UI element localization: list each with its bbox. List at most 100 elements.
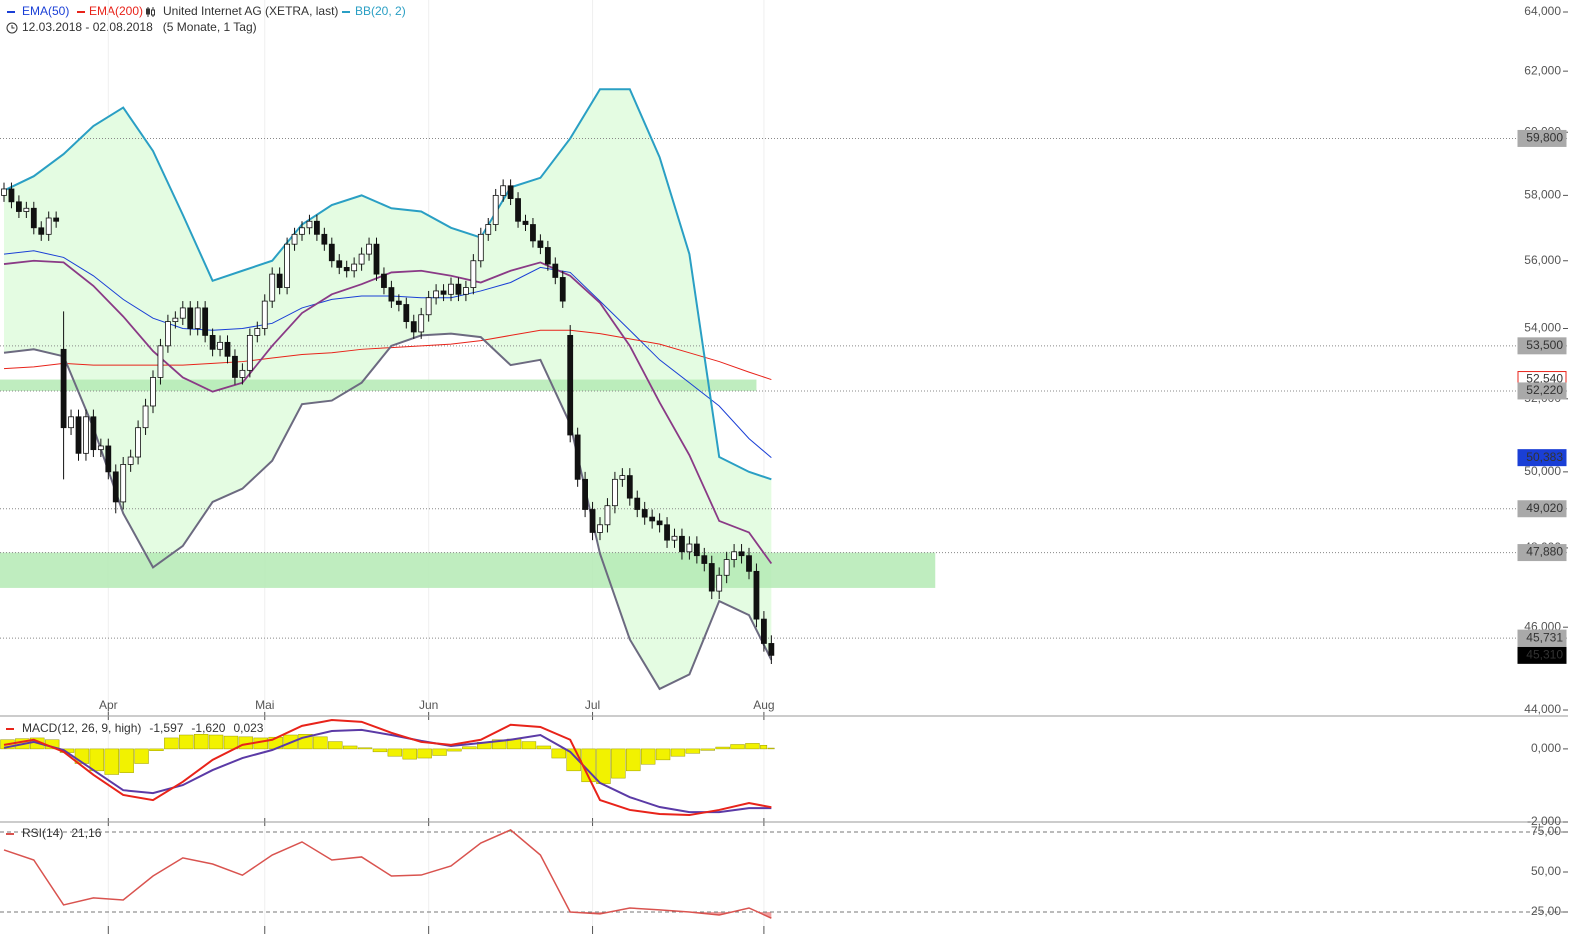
- level-box: [1517, 544, 1567, 562]
- histogram-bar: [193, 734, 209, 750]
- candle-body: [716, 574, 723, 592]
- band-middle: [3, 259, 773, 565]
- chart-subtitle: 12.03.2018 - 02.08.2018 (5 Monate, 1 Tag…: [22, 20, 257, 34]
- histogram-bar: [208, 734, 224, 750]
- candle-body: [343, 267, 350, 272]
- candle-body: [75, 416, 82, 454]
- level-box: [1517, 129, 1567, 147]
- candle-body: [105, 445, 112, 473]
- candle-body: [269, 273, 276, 302]
- y-tick-label: 54,000: [1524, 321, 1561, 335]
- candle-body: [202, 307, 209, 336]
- histogram-bar: [521, 741, 537, 750]
- level-label: 49,020: [1526, 501, 1563, 515]
- histogram-bar: [536, 745, 552, 750]
- histogram-bar: [179, 734, 194, 750]
- candle-body: [83, 416, 89, 454]
- band-upper: [3, 88, 772, 481]
- x-tick-label: Jun: [419, 698, 438, 712]
- level-label: 50,383: [1526, 450, 1563, 464]
- candle-body: [388, 287, 395, 302]
- legend-value: -1,620: [191, 721, 225, 735]
- level-label: 59,800: [1526, 131, 1563, 145]
- candle-body: [328, 243, 335, 262]
- candle-body: [455, 283, 462, 295]
- histogram-bar: [626, 748, 641, 772]
- legend-entry: EMA(50): [22, 4, 69, 18]
- level-label: 45,731: [1526, 630, 1563, 644]
- clock-icon: [6, 22, 18, 34]
- candle-body: [179, 307, 186, 319]
- histogram-bar: [223, 735, 239, 750]
- candle-body: [746, 555, 752, 572]
- candle-body: [522, 220, 529, 225]
- candle-body: [731, 551, 737, 560]
- header: EMA(50) EMA(200) United Internet AG (XET…: [6, 4, 406, 34]
- histogram-bar: [432, 748, 447, 756]
- candle-body: [574, 434, 581, 480]
- candle-body: [217, 341, 223, 350]
- histogram-bar: [700, 748, 715, 751]
- candle-body: [90, 416, 97, 451]
- histogram-bar: [655, 748, 671, 761]
- band-lower: [3, 332, 773, 691]
- histogram-bar: [104, 748, 119, 775]
- candle-body: [381, 273, 387, 288]
- level-box: [1517, 449, 1567, 467]
- candle-body: [239, 369, 246, 378]
- candle-body: [232, 355, 238, 378]
- candle-body: [366, 243, 372, 255]
- level-label: 47,880: [1526, 545, 1563, 559]
- zone: [0, 379, 757, 391]
- candle-body: [254, 328, 261, 336]
- y-tick-label: 58,000: [1524, 188, 1561, 202]
- level-label: 52,540: [1526, 372, 1563, 386]
- legend-entry: EMA(200): [89, 4, 143, 18]
- candle-body: [530, 224, 536, 242]
- signal-line: [3, 728, 772, 814]
- legend-value: 21,16: [71, 826, 101, 840]
- histogram-bar: [596, 748, 611, 784]
- candle-body: [723, 559, 730, 576]
- histogram-bar: [767, 747, 775, 750]
- histogram-bar: [462, 746, 477, 750]
- candle-body: [410, 321, 417, 333]
- candle-body: [164, 321, 171, 347]
- histogram-bar: [447, 748, 462, 752]
- candle-body: [336, 260, 343, 268]
- candle-body: [261, 300, 268, 329]
- level-box: [1517, 382, 1567, 400]
- level-label: 45,310: [1526, 648, 1563, 662]
- candle-body: [462, 287, 469, 295]
- histogram-bar: [491, 739, 507, 750]
- candle-body: [142, 405, 149, 429]
- candle-body: [582, 478, 588, 510]
- candle-body: [209, 335, 216, 350]
- candle-body: [448, 283, 454, 295]
- histogram-bar: [551, 748, 566, 759]
- candle-body: [567, 335, 574, 436]
- histogram-bar: [685, 748, 701, 754]
- candle-body: [612, 478, 618, 507]
- legend-entry: BB(20, 2): [355, 4, 406, 18]
- histogram-bar: [715, 746, 730, 750]
- candle-body: [649, 516, 656, 522]
- y-tick-label: 62,000: [1524, 63, 1561, 77]
- y-tick-label: 0,000: [1531, 741, 1561, 755]
- candle-body: [172, 317, 179, 323]
- candle-body: [425, 297, 432, 316]
- candle-body: [500, 185, 507, 196]
- level-label: 53,500: [1526, 338, 1563, 352]
- candle-body: [559, 277, 566, 302]
- candle-body: [135, 427, 142, 458]
- candle-body: [686, 543, 693, 553]
- histogram-bar: [745, 743, 760, 750]
- candle-body: [60, 348, 67, 429]
- overlay-line: [3, 329, 772, 381]
- candle-body: [492, 194, 499, 225]
- candle-body: [753, 570, 760, 620]
- candle-body: [708, 563, 715, 592]
- histogram-bar: [342, 745, 358, 750]
- candle-body: [313, 220, 320, 235]
